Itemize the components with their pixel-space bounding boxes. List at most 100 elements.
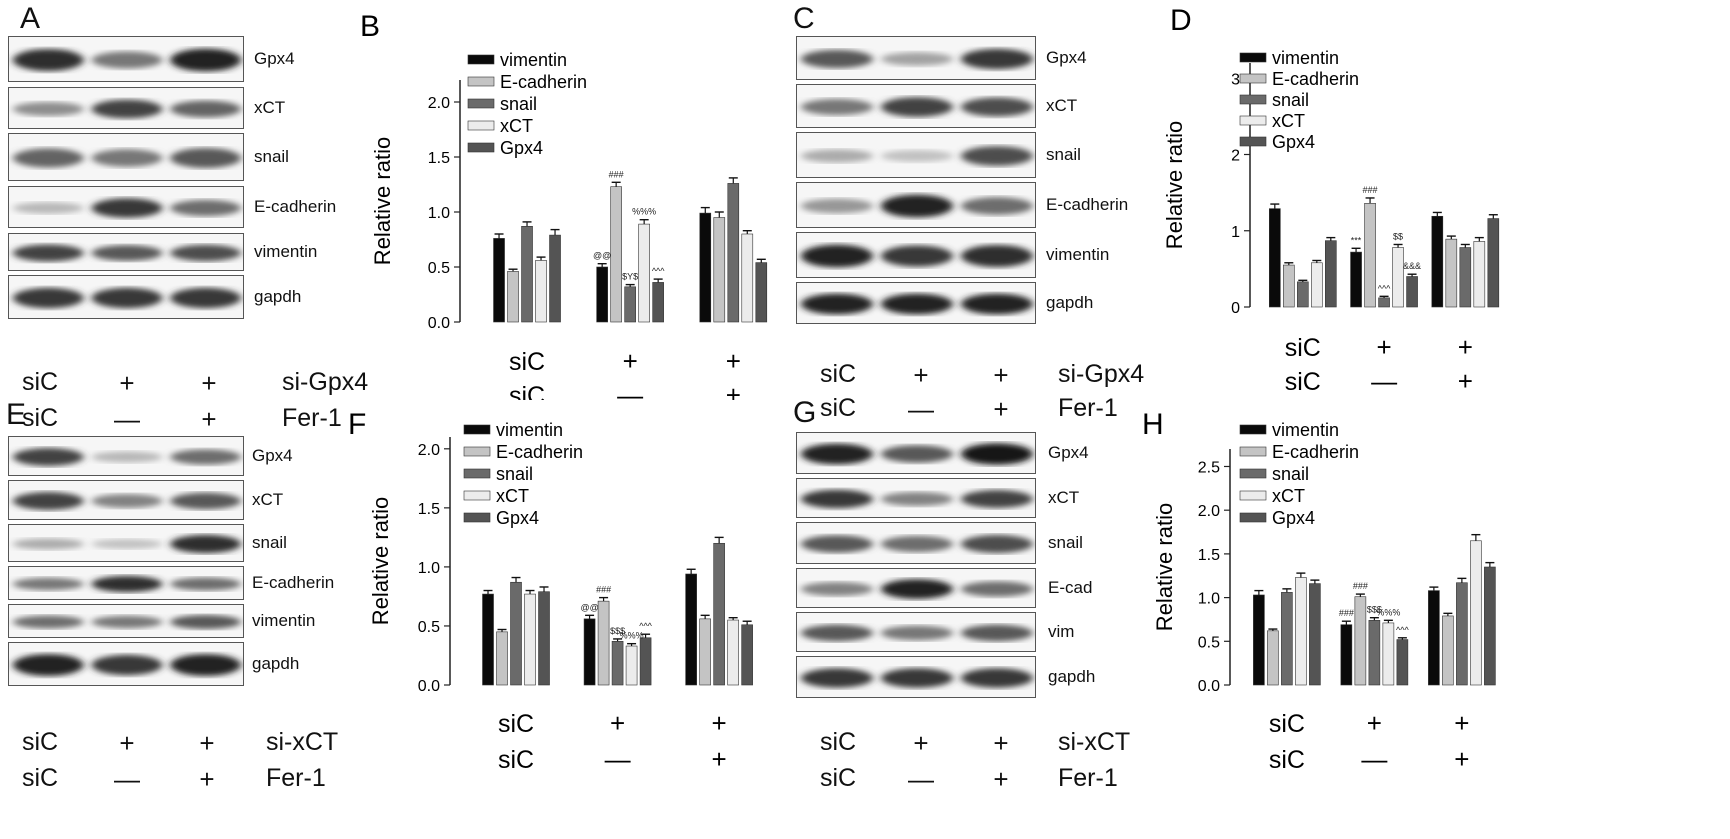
blot-strip-vim [796,612,1036,652]
bar-vimentin [1253,594,1265,686]
significance-marker: ^^^ [652,266,665,276]
bar-gpx4 [652,282,664,323]
bar-gpx4 [1484,566,1496,686]
condition-value: siC [22,404,59,432]
legend-label-xct: xCT [1272,111,1305,131]
x-condition-symbol: + [1376,332,1391,362]
blot-band [12,244,84,262]
blot-band [91,149,163,167]
blot-strip-gpx4 [8,436,244,476]
bar-chart-h-svg: H 0.0 0.5 1.0 1.5 2.0 2.5 Relative ratio ### ### $… [1142,408,1496,774]
blot-band [91,245,163,261]
legend-label-vimentin: vimentin [496,420,563,440]
x-condition-label: siC [498,746,534,774]
blot-band [12,148,84,168]
blot-band-label: vimentin [254,242,318,261]
legend-swatch-snail [463,468,491,479]
blot-band [170,492,242,510]
blot-strip-gapdh [8,642,244,686]
blot-band [961,197,1033,215]
blot-band-label: snail [1046,145,1081,164]
bar-vimentin [1269,208,1281,308]
blot-strip-vimentin [8,604,244,638]
bar-chart-f-svg: F 0.0 0.5 1.0 1.5 2.0 Relative ratio @@ ### $$$%%… [348,408,753,774]
blot-band [801,668,873,688]
legend-label-vimentin: vimentin [1272,420,1339,440]
bar-gpx4 [639,637,652,686]
legend-swatch-vimentin [1239,52,1267,63]
bar-snail [727,183,740,323]
legend-swatch-xct [1239,115,1267,126]
blot-band-label: Gpx4 [1046,48,1087,67]
panel-letter-c: C [793,2,815,35]
blot-band [881,445,953,463]
panel-letter-e: E [6,398,27,431]
blot-band-label: snail [254,147,289,166]
legend-swatch-vimentin [463,424,491,435]
legend-swatch-e-cadherin [463,446,491,457]
significance-marker: ^^^ [1378,283,1391,293]
blot-band [961,534,1033,554]
bar-chart-panel-b: B 0.0 0.5 1.0 1.5 2.0 Relative ratio @@ ### $Y$%%… [340,0,780,410]
bar-e-cadherin [1354,596,1367,686]
y-tick-label: 1 [1231,224,1240,241]
bar-e-cadherin [1442,615,1454,686]
bar-gpx4 [1309,583,1321,686]
blot-band [170,287,242,309]
blot-strip-xct [796,478,1036,518]
blot-band [12,202,84,214]
blot-band [881,194,953,218]
legend-swatch-xct [463,490,491,501]
bar-xct [1470,540,1482,686]
condition-value: + [993,394,1009,424]
y-tick-label: 1.5 [428,150,450,167]
panel-letter-f: F [348,408,366,441]
panel-letter-b: B [360,10,380,43]
bar-vimentin [699,212,712,323]
bar-snail [1368,620,1381,686]
legend-swatch-e-cadherin [1239,73,1267,84]
condition-label: si-Gpx4 [282,368,369,396]
blot-band [170,614,242,630]
blot-strip-gapdh [796,656,1036,698]
legend-swatch-xct [467,120,495,131]
significance-marker: $$ [1393,231,1403,241]
blot-band [12,287,84,309]
blot-band [91,198,163,218]
condition-value: siC [820,728,857,756]
y-tick-label: 0.5 [428,260,450,277]
blot-band-label: vimentin [1046,245,1110,264]
blot-band-label: E-cadherin [254,197,337,216]
blot-band [881,668,953,688]
condition-value: + [201,404,217,434]
blot-strip-gpx4 [796,36,1036,80]
blot-band [801,149,873,163]
blot-strip-xct [8,480,244,520]
blot-strip-vimentin [8,233,244,271]
blot-band [12,492,84,510]
blot-band [91,287,163,309]
bar-vimentin [493,238,505,323]
condition-value: — [114,404,140,434]
bar-xct [1311,262,1323,308]
panel-letter-a: A [20,2,41,35]
blot-band-label: E-cadherin [252,573,335,592]
blot-band [801,624,873,642]
x-condition-symbol: + [1458,332,1473,362]
bar-gpx4 [538,591,550,686]
blot-band [801,98,873,116]
condition-value: + [913,728,929,758]
condition-value: + [201,368,217,398]
blot-band [91,654,163,676]
blot-strip-snail [796,132,1036,178]
blot-band [91,539,163,549]
significance-marker: &&& [1403,261,1421,271]
y-tick-label: 0.0 [428,315,450,332]
blot-band [881,491,953,507]
x-condition-symbol: + [712,708,727,738]
blot-band [961,244,1033,268]
legend-swatch-snail [1239,468,1267,479]
condition-value: + [993,764,1009,794]
blot-band [881,293,953,315]
x-condition-symbol: + [1458,366,1473,396]
